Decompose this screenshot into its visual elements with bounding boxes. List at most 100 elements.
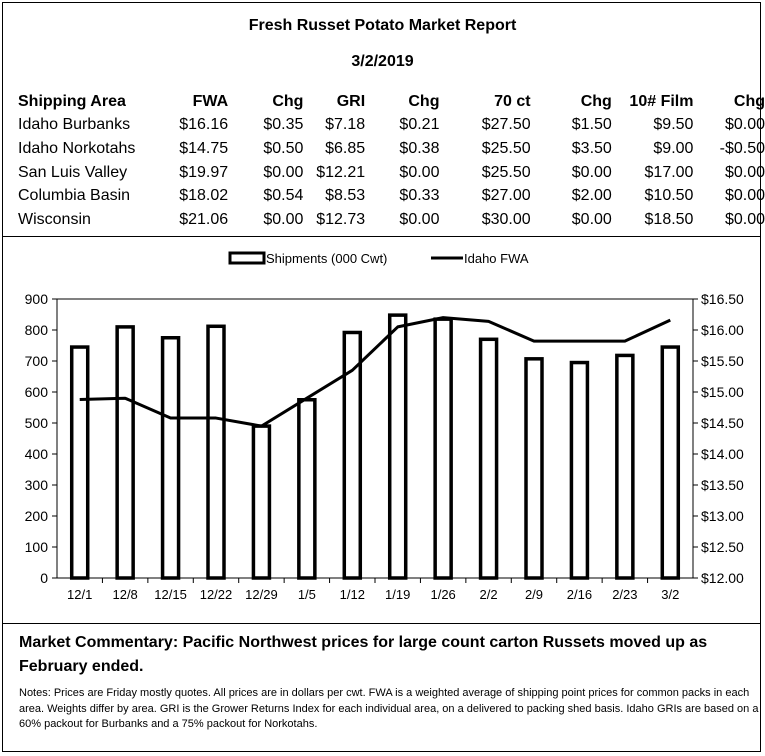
y-left-tick-label: 300	[25, 477, 49, 493]
shipment-bar	[660, 345, 681, 580]
shipment-bar	[569, 360, 590, 580]
x-tick-label: 3/2	[661, 587, 679, 602]
price-table-body: Idaho Burbanks $16.16 $0.35 $7.18 $0.21 $27.5…	[18, 114, 765, 232]
legend-label-shipments: Shipments (000 Cwt)	[266, 251, 387, 266]
report-date: 3/2/2019	[351, 53, 414, 70]
y-left-tick-label: 100	[25, 539, 49, 555]
x-tick-label: 1/12	[340, 587, 365, 602]
table-row: Idaho Burbanks $16.16 $0.35 $7.18 $0.21 $27.5…	[18, 114, 765, 138]
shipment-bar	[342, 330, 363, 580]
price-table: Shipping Area FWA Chg GRI Chg 70 ct Chg 10# Fil…	[18, 90, 765, 232]
price-table-header-row: Shipping Area FWA Chg GRI Chg 70 ct Chg 10# Fil…	[18, 90, 765, 114]
report-notes: Notes: Prices are Friday mostly quotes. …	[19, 687, 759, 730]
price-cell: $0.00	[571, 163, 612, 181]
y-right-tick-label: $15.00	[701, 384, 744, 400]
price-cell: $9.00	[653, 139, 694, 157]
x-tick-label: 1/19	[385, 587, 410, 602]
y-left-tick-label: 200	[25, 508, 49, 524]
price-cell: $25.50	[481, 139, 531, 157]
shipping-area-cell: Idaho Norkotahs	[18, 139, 136, 157]
shipping-area-cell: Idaho Burbanks	[18, 116, 131, 134]
y-left-tick-label: 500	[25, 415, 49, 431]
price-cell: $17.00	[644, 163, 694, 181]
x-tick-label: 2/2	[480, 587, 498, 602]
shipping-area-cell: Columbia Basin	[18, 187, 131, 205]
price-cell: $9.50	[653, 116, 694, 134]
price-cell: $18.50	[644, 210, 694, 228]
price-cell: $0.00	[724, 187, 765, 205]
shipment-bar	[478, 337, 499, 580]
shipment-bar	[433, 317, 453, 580]
x-tick-label: 2/23	[612, 587, 637, 602]
price-cell: $0.54	[263, 187, 304, 205]
y-right-tick-label: $14.00	[701, 446, 744, 462]
price-cell: $0.21	[399, 116, 440, 134]
legend-label-idaho-fwa: Idaho FWA	[464, 251, 529, 266]
y-left-tick-label: 400	[25, 446, 49, 462]
price-cell: $12.21	[316, 163, 366, 181]
y-right-tick-label: $12.50	[701, 539, 744, 555]
shipping-area-cell: Wisconsin	[18, 210, 91, 228]
shipment-bar	[160, 336, 181, 580]
y-left-tick-label: 0	[40, 570, 48, 586]
column-header: Chg	[272, 92, 304, 110]
x-tick-label: 12/29	[245, 587, 278, 602]
table-row: Columbia Basin $18.02 $0.54 $8.53 $0.33 $27.0…	[18, 184, 765, 208]
shipment-bar	[69, 345, 90, 580]
y-right-tick-label: $13.50	[701, 477, 744, 493]
y-right-tick-label: $13.00	[701, 508, 744, 524]
y-right-tick-label: $15.50	[701, 353, 744, 369]
y-right-tick-label: $12.00	[701, 570, 744, 586]
column-header: GRI	[336, 92, 366, 110]
x-tick-label: 12/15	[154, 587, 187, 602]
table-row: San Luis Valley $19.97 $0.00 $12.21 $0.00 $25…	[18, 161, 765, 185]
price-cell: $0.33	[399, 187, 440, 205]
report-title: Fresh Russet Potato Market Report	[248, 17, 517, 34]
price-cell: $0.00	[263, 210, 304, 228]
price-cell: $3.50	[571, 139, 612, 157]
chart-panel: 0 100 200 300 400 500 600 700 800 900 $12.00 $12.50…	[3, 236, 760, 624]
price-cell: $0.00	[399, 163, 440, 181]
shipment-bar	[297, 398, 317, 580]
y-left-tick-label: 900	[25, 291, 49, 307]
price-cell: $27.50	[481, 116, 531, 134]
x-tick-label: 12/22	[200, 587, 233, 602]
price-cell: $0.00	[724, 210, 765, 228]
column-header: Chg	[733, 92, 765, 110]
x-tick-label: 2/9	[525, 587, 543, 602]
x-tick-label: 12/8	[112, 587, 137, 602]
shipment-bar	[524, 357, 544, 580]
price-cell: $0.00	[724, 163, 765, 181]
price-cell: $2.00	[571, 187, 612, 205]
table-row: Idaho Norkotahs $14.75 $0.50 $6.85 $0.38 $25.…	[18, 137, 765, 161]
price-cell: $21.06	[179, 210, 229, 228]
price-cell: $18.02	[179, 187, 229, 205]
price-cell: $6.85	[325, 139, 366, 157]
shipments-fwa-chart: 0 100 200 300 400 500 600 700 800 900 $12.00 $12.50…	[25, 251, 744, 602]
y-right-tick-label: $16.50	[701, 291, 744, 307]
price-cell: $16.16	[179, 116, 229, 134]
price-cell: $12.73	[316, 210, 366, 228]
price-cell: $0.00	[571, 210, 612, 228]
column-header: FWA	[192, 92, 229, 110]
shipment-bar	[206, 324, 226, 580]
price-cell: $0.38	[399, 139, 440, 157]
price-cell: $0.00	[724, 116, 765, 134]
x-tick-label: 2/16	[567, 587, 592, 602]
shipment-bar	[251, 424, 272, 580]
price-cell: $8.53	[325, 187, 366, 205]
price-cell: $14.75	[179, 139, 229, 157]
price-cell: $10.50	[644, 187, 694, 205]
price-cell: -$0.50	[719, 139, 765, 157]
price-cell: $0.35	[263, 116, 304, 134]
y-left-tick-label: 800	[25, 322, 49, 338]
price-cell: $0.50	[263, 139, 304, 157]
market-commentary: Market Commentary: Pacific Northwest pri…	[19, 634, 708, 675]
price-cell: $7.18	[325, 116, 366, 134]
column-header: Shipping Area	[18, 92, 126, 110]
price-cell: $30.00	[481, 210, 531, 228]
idaho-fwa-line	[79, 316, 671, 428]
table-row: Wisconsin $21.06 $0.00 $12.73 $0.00 $30.00 $0.…	[18, 208, 765, 232]
x-tick-label: 1/5	[298, 587, 316, 602]
